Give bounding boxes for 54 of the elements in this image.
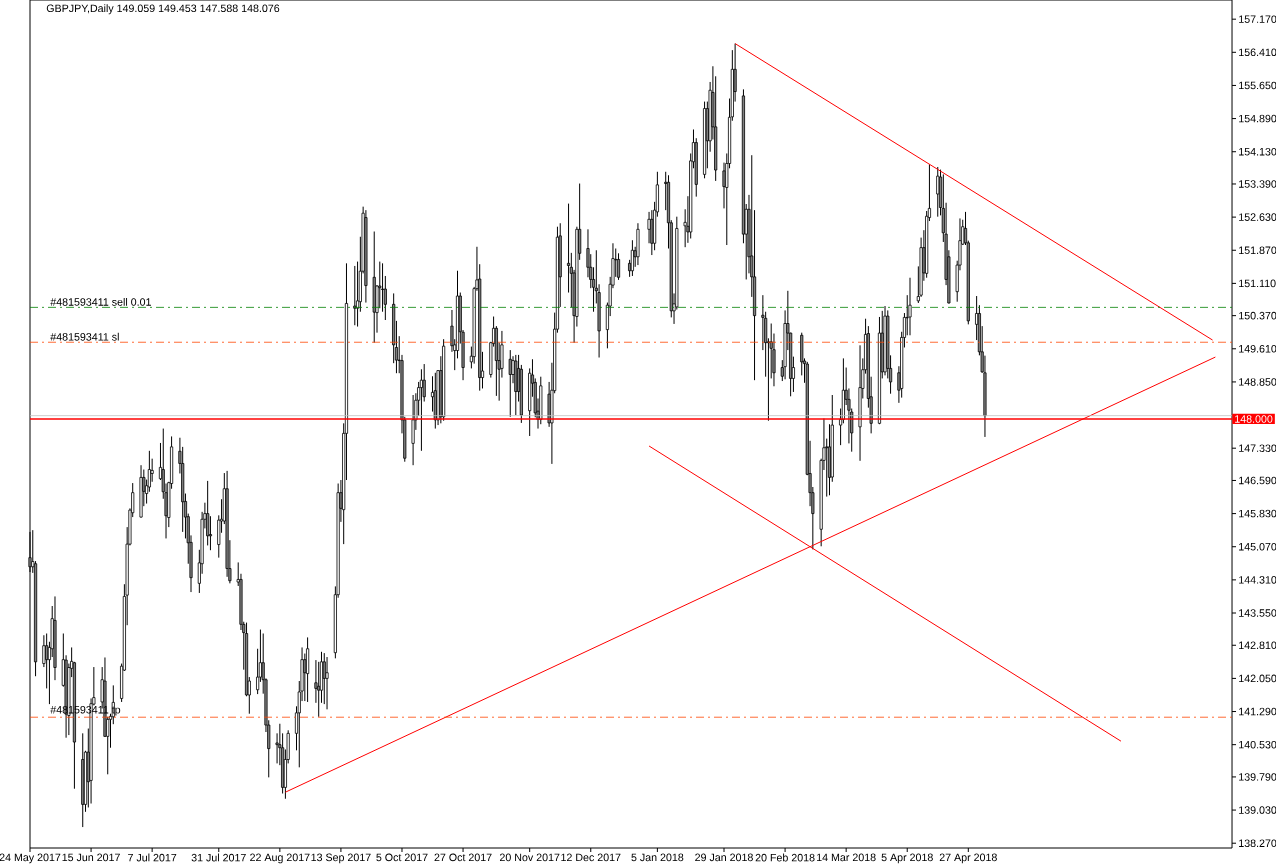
x-tick-label: 5 Apr 2018 [881, 853, 933, 864]
candlestick [325, 656, 329, 710]
candlestick [908, 277, 912, 336]
y-tick-label: 154.890 [1239, 114, 1276, 123]
y-tick-label: 151.110 [1239, 279, 1276, 288]
y-tick-label: 153.390 [1239, 180, 1276, 188]
candlestick [353, 265, 357, 326]
y-tick-label: 150.370 [1239, 311, 1276, 320]
y-tick-label: 139.790 [1239, 773, 1276, 781]
y-tick-label: 142.810 [1239, 641, 1276, 650]
x-tick-label: 20 Feb 2018 [755, 853, 815, 862]
candlestick [508, 349, 512, 418]
x-tick-label: 27 Apr 2018 [939, 853, 997, 864]
y-tick-label: 142.050 [1239, 674, 1276, 683]
y-tick-label: 152.630 [1239, 213, 1276, 221]
y-tick-label: 155.650 [1239, 81, 1276, 90]
ref-line-label: #481593411 sl [50, 332, 119, 341]
x-tick-label: 7 Jul 2017 [128, 853, 177, 862]
y-tick-label: 145.830 [1239, 509, 1276, 518]
y-tick-label: 157.170 [1239, 15, 1276, 23]
x-tick-label: 15 Jun 2017 [62, 853, 120, 862]
candlestick [206, 480, 210, 546]
y-tick-label: 139.030 [1239, 806, 1276, 814]
x-tick-label: 24 May 2017 [0, 853, 61, 864]
y-tick-label: 154.130 [1239, 147, 1276, 156]
candlestick [650, 209, 654, 256]
y-tick-label: 156.410 [1239, 48, 1276, 57]
x-tick-label: 27 Oct 2017 [434, 853, 492, 862]
ref-line-label: #481593411 sell 0.01 [50, 297, 151, 306]
x-tick-label: 14 Mar 2018 [817, 853, 876, 862]
y-tick-label: 148.850 [1239, 378, 1276, 386]
y-tick-label: 145.070 [1239, 542, 1276, 551]
x-tick-label: 31 Jul 2017 [191, 853, 246, 862]
y-tick-label: 143.550 [1239, 609, 1276, 617]
x-tick-label: 22 Aug 2017 [250, 853, 310, 864]
y-tick-label: 140.530 [1239, 740, 1276, 749]
candlestick [317, 661, 321, 718]
candlestick [411, 394, 415, 466]
x-tick-label: 29 Jan 2018 [695, 853, 753, 862]
x-tick-label: 12 Dec 2017 [561, 853, 621, 862]
x-tick-label: 13 Sep 2017 [311, 853, 371, 864]
ref-line-label: 148.000 [1235, 415, 1273, 423]
x-tick-label: 20 Nov 2017 [499, 853, 560, 862]
y-tick-label: 138.270 [1239, 839, 1276, 847]
y-tick-label: 141.290 [1239, 707, 1276, 716]
y-tick-label: 144.310 [1239, 576, 1276, 584]
x-tick-label: 5 Jan 2018 [631, 853, 684, 862]
y-tick-label: 146.590 [1239, 476, 1276, 485]
candlestick [378, 261, 382, 309]
y-tick-label: 147.330 [1239, 444, 1276, 452]
chart-title: GBPJPY,Daily 149.059 149.453 147.588 148.076 [46, 4, 280, 15]
x-tick-label: 5 Oct 2017 [376, 853, 428, 862]
y-tick-label: 149.610 [1239, 345, 1276, 353]
y-tick-label: 151.870 [1239, 246, 1276, 255]
